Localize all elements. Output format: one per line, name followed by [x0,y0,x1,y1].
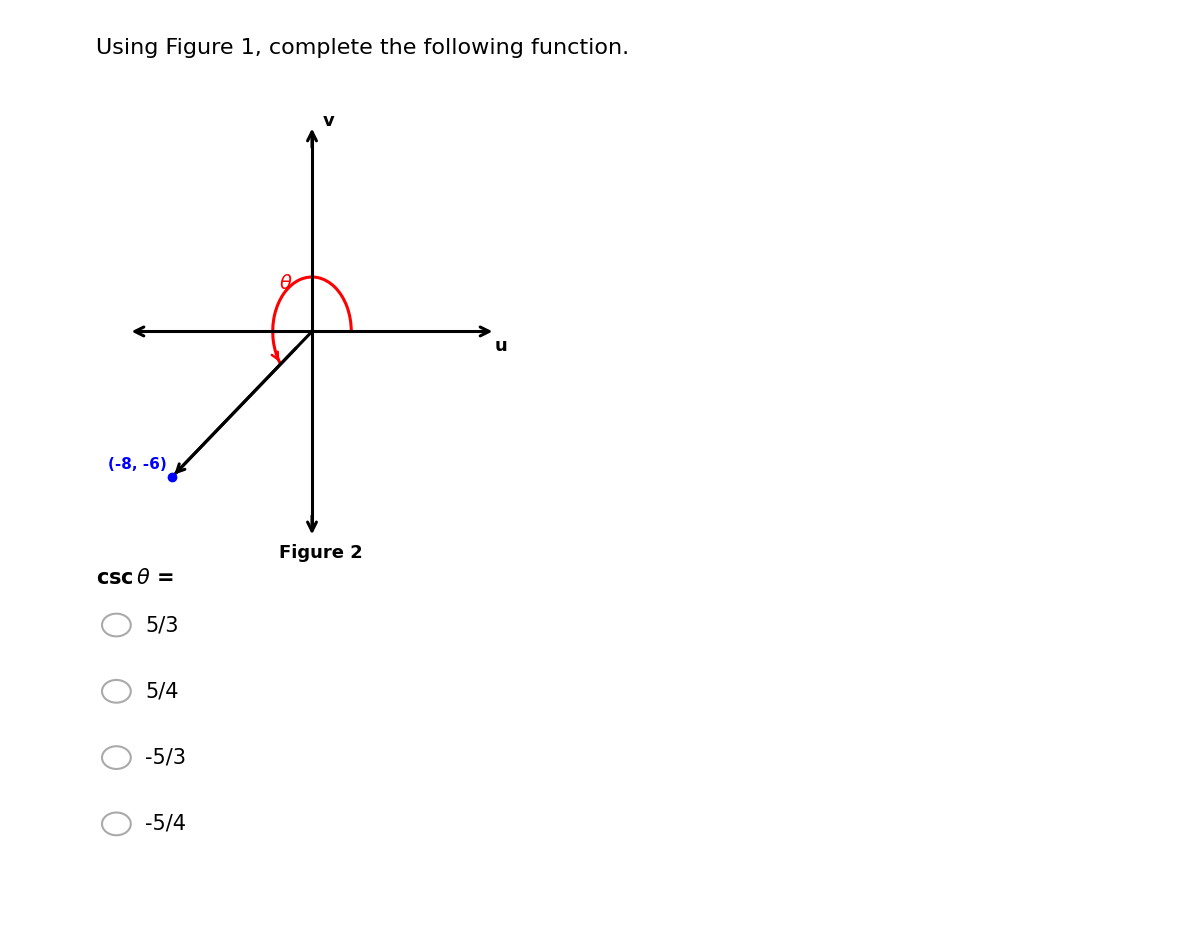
Text: Using Figure 1, complete the following function.: Using Figure 1, complete the following f… [96,38,629,58]
Text: 5/3: 5/3 [145,615,179,635]
Text: -5/4: -5/4 [145,813,186,834]
Text: $\mathbf{csc}\,\theta$ =: $\mathbf{csc}\,\theta$ = [96,568,174,588]
Text: (-8, -6): (-8, -6) [108,456,167,472]
Text: $\theta$: $\theta$ [280,274,293,293]
Text: v: v [323,112,335,130]
Text: 5/4: 5/4 [145,681,179,702]
Text: Figure 2: Figure 2 [278,545,362,563]
Text: -5/3: -5/3 [145,747,186,768]
Text: u: u [494,337,506,355]
